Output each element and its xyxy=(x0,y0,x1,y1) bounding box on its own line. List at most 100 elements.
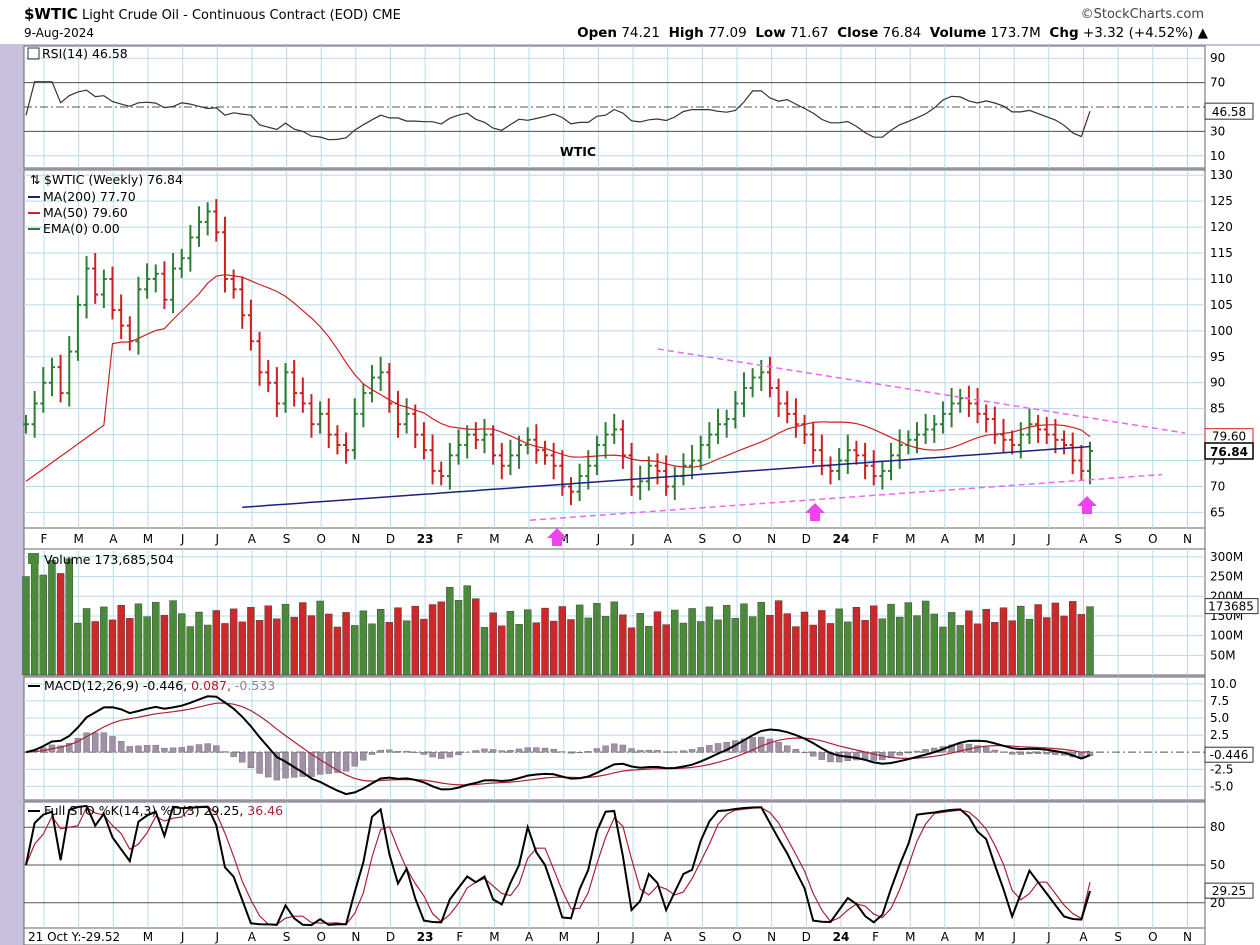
volume-bar xyxy=(446,586,454,676)
macd-hist-bar xyxy=(368,751,376,755)
volume-bar xyxy=(454,599,463,676)
high-value: 77.09 xyxy=(708,25,747,41)
close-label: Close xyxy=(837,25,879,41)
volume-bar xyxy=(359,610,368,676)
ma50-line xyxy=(25,274,1091,482)
volume-bar xyxy=(800,611,809,676)
volume-bar xyxy=(74,622,82,676)
month-label-bottom: O xyxy=(316,930,325,944)
macd-hist-bar xyxy=(507,750,514,753)
macd-hist-bar xyxy=(489,749,497,753)
exchange: CME xyxy=(372,8,401,23)
volume-bar xyxy=(186,626,195,676)
macd-hist-bar xyxy=(394,751,402,753)
volume-bar xyxy=(766,614,774,676)
month-label-bottom: M xyxy=(905,930,915,944)
month-label: M xyxy=(489,532,499,546)
volume-bar xyxy=(385,622,394,676)
macd-value: -0.446, xyxy=(143,678,191,693)
macd-hist-bar xyxy=(896,751,903,756)
volume-bar xyxy=(722,605,731,676)
macd-hist-bar xyxy=(178,747,185,753)
volume-tick: 100M xyxy=(1210,629,1243,643)
rsi-tick: 70 xyxy=(1210,76,1225,90)
volume-bar xyxy=(627,627,636,676)
macd-label: MACD(12,26,9) -0.446, 0.087, -0.533 xyxy=(44,678,275,693)
macd-hist-bar xyxy=(135,745,142,753)
volume-bar xyxy=(610,601,618,676)
volume-bar xyxy=(653,611,662,676)
macd-hist-bar xyxy=(481,748,488,753)
volume-bar xyxy=(636,612,644,676)
volume-bar xyxy=(428,604,437,676)
sto-tick: 20 xyxy=(1210,896,1225,910)
month-label: A xyxy=(664,532,673,546)
macd-hist-bar xyxy=(541,747,549,753)
macd-hist-bar xyxy=(654,750,661,753)
volume-bar xyxy=(783,613,791,676)
up-arrow-icon xyxy=(805,503,825,521)
month-label: J xyxy=(1046,532,1051,546)
volume-bar xyxy=(290,616,298,676)
volume-bar xyxy=(463,585,471,676)
month-label: N xyxy=(351,532,360,546)
volume-bar xyxy=(567,619,575,676)
macd-tick: -5.0 xyxy=(1210,779,1233,793)
macd-hist-bar xyxy=(619,744,627,753)
macd-hist-bar xyxy=(109,736,116,753)
month-label-bottom: O xyxy=(1148,930,1157,944)
macd-hist-bar xyxy=(386,749,393,753)
sto-badge-text: 29.25 xyxy=(1212,884,1246,898)
month-label-bottom: A xyxy=(525,930,534,944)
macd-hist-bar xyxy=(213,745,220,753)
macd-hist-bar xyxy=(835,751,843,763)
macd-hist-bar xyxy=(472,750,480,753)
up-arrow-icon xyxy=(1077,496,1097,514)
month-label: D xyxy=(386,532,395,546)
volume-bar xyxy=(22,576,30,676)
macd-badge xyxy=(1204,746,1254,763)
close-badge xyxy=(1204,442,1254,460)
volume-label: Volume xyxy=(929,25,987,41)
month-label: N xyxy=(767,532,776,546)
ma200-label: MA(200) 77.70 xyxy=(43,189,136,204)
macd-hist-bar xyxy=(126,746,134,753)
macd-hist-value: -0.533 xyxy=(235,678,275,693)
macd-hist-bar xyxy=(420,751,428,755)
month-label-bottom: D xyxy=(386,930,395,944)
macd-hist-bar xyxy=(316,751,324,775)
low-value: 71.67 xyxy=(789,25,829,41)
macd-hist-bar xyxy=(775,741,782,753)
price-label: $WTIC (Weekly) 76.84 xyxy=(44,172,183,187)
volume-badge-text: 173685 xyxy=(1208,600,1254,614)
volume-bar xyxy=(281,603,290,676)
quote-line: Open 74.21 High 77.09 Low 71.67 Close 76… xyxy=(577,25,1208,41)
month-label-bottom: A xyxy=(664,930,673,944)
macd-hist-bar xyxy=(308,751,315,777)
volume-bar xyxy=(394,607,402,676)
volume-bar xyxy=(238,621,246,676)
month-label-bottom: F xyxy=(456,930,463,944)
symbol: $WTIC xyxy=(24,5,78,23)
macd-hist-bar xyxy=(688,749,696,753)
volume-bar xyxy=(333,626,342,676)
price-tick: 110 xyxy=(1210,272,1233,286)
macd-hist-bar xyxy=(282,751,289,779)
volume-bar xyxy=(679,622,688,676)
macd-hist-bar xyxy=(853,751,860,761)
macd-hist-bar xyxy=(1026,751,1033,754)
sto-tick: 50 xyxy=(1210,858,1225,872)
month-label-bottom: 24 xyxy=(833,930,850,944)
month-label-bottom: 23 xyxy=(417,930,434,944)
volume-bar xyxy=(774,600,783,676)
volume-bar xyxy=(956,625,964,676)
month-label-bottom: M xyxy=(143,930,153,944)
volume-bar xyxy=(740,603,748,676)
price-tick: 100 xyxy=(1210,324,1233,338)
volume-bar xyxy=(82,608,91,676)
rsi-line xyxy=(25,81,1091,141)
macd-hist-bar xyxy=(524,747,531,753)
volume-bar xyxy=(662,624,670,676)
volume-bar xyxy=(108,619,117,676)
